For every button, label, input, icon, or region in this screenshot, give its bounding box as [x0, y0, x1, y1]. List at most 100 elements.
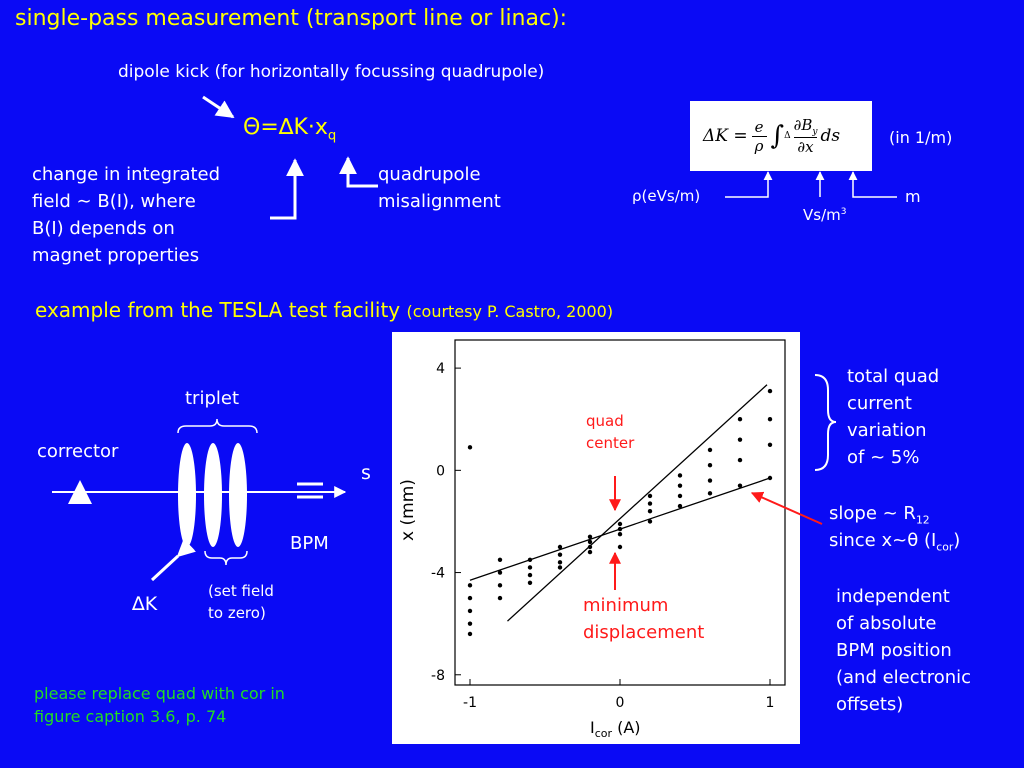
data-point [647, 501, 653, 506]
note-line: offsets) [836, 694, 904, 715]
integrated-field-note: change in integrated field ∼ B(I), where B… [32, 164, 220, 272]
unit-main: Vs/m [803, 206, 841, 224]
plot: -1 0 1 4 0 -4 -8 [431, 361, 774, 711]
since-end: ) [953, 530, 961, 551]
data-point [767, 475, 773, 481]
note-line: since x~θ (Icor) [829, 530, 960, 557]
unit: Vs/m3 [803, 206, 846, 224]
data-point [587, 534, 593, 539]
data-point [767, 442, 773, 447]
example-title: example from the TESLA test facility (co… [35, 298, 613, 322]
quad-center: quad center [586, 410, 634, 454]
numerator: e [751, 118, 767, 137]
x-label-sub: cor [595, 727, 613, 740]
data-point [647, 493, 653, 499]
dk-label: ∆K [132, 593, 158, 615]
data-point [677, 503, 683, 509]
data-point [707, 447, 713, 453]
data-point [767, 388, 773, 394]
unit-sup: 3 [840, 207, 847, 217]
data-point [587, 549, 593, 555]
data-point [587, 544, 593, 550]
data-point [527, 580, 533, 585]
data-point [467, 631, 473, 637]
formula-main: Θ=∆K·x [243, 115, 328, 140]
independence-note: independent of absolute BPM position (and e… [836, 586, 971, 721]
data-point [617, 544, 623, 550]
footnote: please replace quad with cor in figure ca… [34, 682, 285, 728]
data-point [677, 473, 683, 478]
data-point [527, 557, 533, 562]
data-point [677, 483, 683, 488]
note-line: independent [836, 586, 950, 607]
title: single-pass measurement (transport line … [15, 6, 568, 31]
data-point [497, 557, 503, 562]
note-line: BPM position [836, 640, 952, 661]
y-tick-label: -8 [431, 668, 445, 684]
note-line: displacement [583, 622, 705, 643]
note-line: variation [847, 420, 927, 441]
x-tick-label: 1 [766, 695, 775, 711]
note-line: quadrupole [378, 164, 481, 185]
kick-formula: Θ=∆K·xq [243, 115, 336, 143]
corrector-label: corrector [37, 441, 119, 462]
fraction: ∂By ∂x [793, 116, 818, 156]
data-point [557, 552, 563, 557]
data-point [647, 509, 653, 514]
fit-line [507, 384, 768, 622]
note-line: change in integrated [32, 164, 221, 185]
data-point [737, 417, 743, 422]
min-displacement: minimum displacement [583, 592, 704, 646]
beamline [52, 374, 837, 566]
example-heading: example from the TESLA test facility [35, 298, 401, 322]
plot-background [392, 332, 800, 744]
data-point [527, 565, 533, 570]
since-sub: cor [936, 540, 954, 554]
data-point [557, 544, 563, 550]
unit: (in 1/m) [889, 128, 953, 147]
data-point [467, 595, 473, 601]
x-tick-label: -1 [463, 695, 477, 711]
slope-sub: 12 [915, 513, 930, 527]
data-point [737, 457, 743, 463]
db: ∂B [793, 116, 813, 134]
note-line: B(I) depends on [32, 218, 175, 239]
db-sub: y [812, 127, 818, 137]
data-point [587, 539, 593, 545]
y-tick-label: 4 [436, 361, 445, 377]
data-point [557, 565, 563, 570]
formula-box [690, 101, 872, 171]
data-point [707, 478, 713, 483]
formula-lhs: ΔK = [703, 126, 748, 146]
triplet-label: triplet [185, 388, 240, 409]
credit: (courtesy P. Castro, 2000) [406, 302, 614, 321]
s-label: s [361, 462, 371, 484]
data-point [467, 621, 473, 626]
arrow [750, 491, 823, 525]
arrows [150, 95, 378, 582]
data-point [707, 491, 713, 496]
x-label-unit: (A) [612, 718, 641, 737]
note-line: total quad [847, 366, 940, 387]
y-tick-label: 0 [436, 463, 445, 479]
data-point [497, 570, 503, 575]
note-line: slope ~ R12 [829, 503, 960, 530]
set-field-note: (set field to zero) [208, 580, 274, 624]
unit: m [905, 187, 921, 206]
data-point [497, 595, 503, 601]
data-point [467, 608, 473, 614]
since-text: since x~θ (I [829, 530, 937, 551]
note-line: current [847, 393, 912, 414]
data-point [647, 519, 653, 524]
note-line: minimum [583, 595, 669, 616]
note-line: quad [586, 412, 624, 430]
note-line: misalignment [378, 191, 501, 212]
note-line: please replace quad with cor in [34, 684, 285, 703]
formula-sub: q [327, 128, 337, 144]
data-point [467, 583, 473, 588]
unit: ρ(eVs/m) [632, 187, 701, 205]
note-line: of ~ 5% [847, 447, 920, 468]
